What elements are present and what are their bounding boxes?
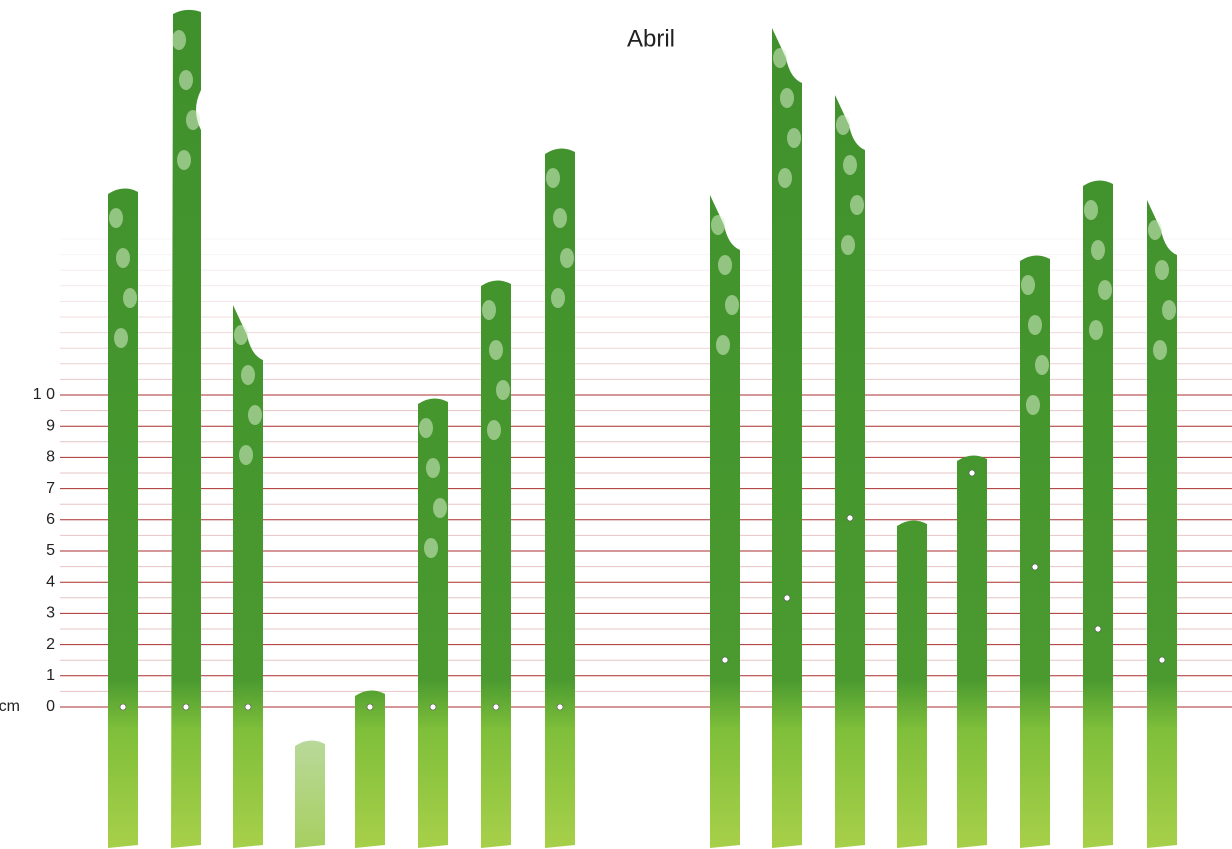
- blade-dot: [182, 703, 190, 711]
- blade-spot: [787, 128, 801, 148]
- scale-label: 6: [46, 511, 55, 528]
- grass-blade: [171, 9, 201, 848]
- blade-spot: [551, 288, 565, 308]
- blade-spot: [496, 380, 510, 400]
- scale-label: 0: [46, 698, 55, 715]
- blade-dot: [429, 703, 437, 711]
- blade-spot: [116, 248, 130, 268]
- blade-spot: [1021, 275, 1035, 295]
- blades: [108, 9, 1177, 848]
- scale-label: 3: [46, 605, 55, 622]
- blade-spot: [560, 248, 574, 268]
- blade-dot: [492, 703, 500, 711]
- blade-spot: [1153, 340, 1167, 360]
- scale-label: 1 0: [33, 386, 55, 403]
- blade-spot: [780, 88, 794, 108]
- blade-spot: [843, 155, 857, 175]
- blade-spot: [239, 445, 253, 465]
- blade-spot: [725, 295, 739, 315]
- blade-spot: [489, 340, 503, 360]
- blade-spot: [179, 70, 193, 90]
- blade-dot: [119, 703, 127, 711]
- blade-dot: [1031, 563, 1039, 571]
- scale-label: 2: [46, 636, 55, 653]
- grass-blade: [710, 195, 740, 848]
- blade-spot: [1089, 320, 1103, 340]
- grass-blade: [1147, 200, 1177, 848]
- blade-spot: [419, 418, 433, 438]
- blade-spot: [1091, 240, 1105, 260]
- grass-blade: [957, 455, 987, 848]
- blade-spot: [1026, 395, 1040, 415]
- blade-spot: [248, 405, 262, 425]
- grass-blade: [1020, 255, 1050, 848]
- blade-spot: [1035, 355, 1049, 375]
- grass-blade: [481, 280, 511, 848]
- blade-dot: [366, 703, 374, 711]
- scale-label: 8: [46, 449, 55, 466]
- scale-labels: 0 1 2 3 4 5 6 7 8 9 1 0 cm: [0, 386, 55, 715]
- blade-spot: [482, 300, 496, 320]
- grass-blade: [545, 148, 575, 848]
- blade-spot: [433, 498, 447, 518]
- grass-blade: [897, 520, 927, 848]
- grass-blade: [295, 740, 325, 848]
- scale-label: 4: [46, 573, 55, 590]
- grass-blade: [1083, 180, 1113, 848]
- blade-spot: [177, 150, 191, 170]
- scale-label: 7: [46, 480, 55, 497]
- blade-spot: [234, 325, 248, 345]
- blade-spot: [1148, 220, 1162, 240]
- blade-spot: [841, 235, 855, 255]
- blade-dot: [556, 703, 564, 711]
- blade-spot: [172, 30, 186, 50]
- blade-spot: [716, 335, 730, 355]
- scale-label: 5: [46, 542, 55, 559]
- blade-dot: [244, 703, 252, 711]
- blade-dot: [721, 656, 729, 664]
- blade-spot: [186, 110, 200, 130]
- blade-spot: [424, 538, 438, 558]
- blade-spot: [711, 215, 725, 235]
- blade-spot: [546, 168, 560, 188]
- blade-spot: [1098, 280, 1112, 300]
- blade-spot: [1084, 200, 1098, 220]
- blade-spot: [773, 48, 787, 68]
- blade-spot: [553, 208, 567, 228]
- blade-spot: [1162, 300, 1176, 320]
- grass-blade: [835, 95, 865, 848]
- grass-blade: [772, 28, 802, 848]
- blade-spot: [123, 288, 137, 308]
- scale-label: 1: [46, 667, 55, 684]
- blade-spot: [114, 328, 128, 348]
- blade-dot: [1094, 625, 1102, 633]
- blade-spot: [487, 420, 501, 440]
- grass-blade: [108, 188, 138, 848]
- blade-spot: [778, 168, 792, 188]
- blade-spot: [850, 195, 864, 215]
- blade-spot: [426, 458, 440, 478]
- blade-spot: [718, 255, 732, 275]
- grass-blade: [355, 690, 385, 848]
- blade-dot: [846, 514, 854, 522]
- title: Abril: [627, 25, 675, 52]
- scale-label: 9: [46, 417, 55, 434]
- blade-dot: [783, 594, 791, 602]
- blade-spot: [241, 365, 255, 385]
- blade-spot: [836, 115, 850, 135]
- unit-label: cm: [0, 698, 20, 715]
- blade-dot: [968, 469, 976, 477]
- blade-dot: [1158, 656, 1166, 664]
- blade-spot: [1028, 315, 1042, 335]
- blade-spot: [1155, 260, 1169, 280]
- blade-spot: [109, 208, 123, 228]
- grass-blade: [233, 305, 263, 848]
